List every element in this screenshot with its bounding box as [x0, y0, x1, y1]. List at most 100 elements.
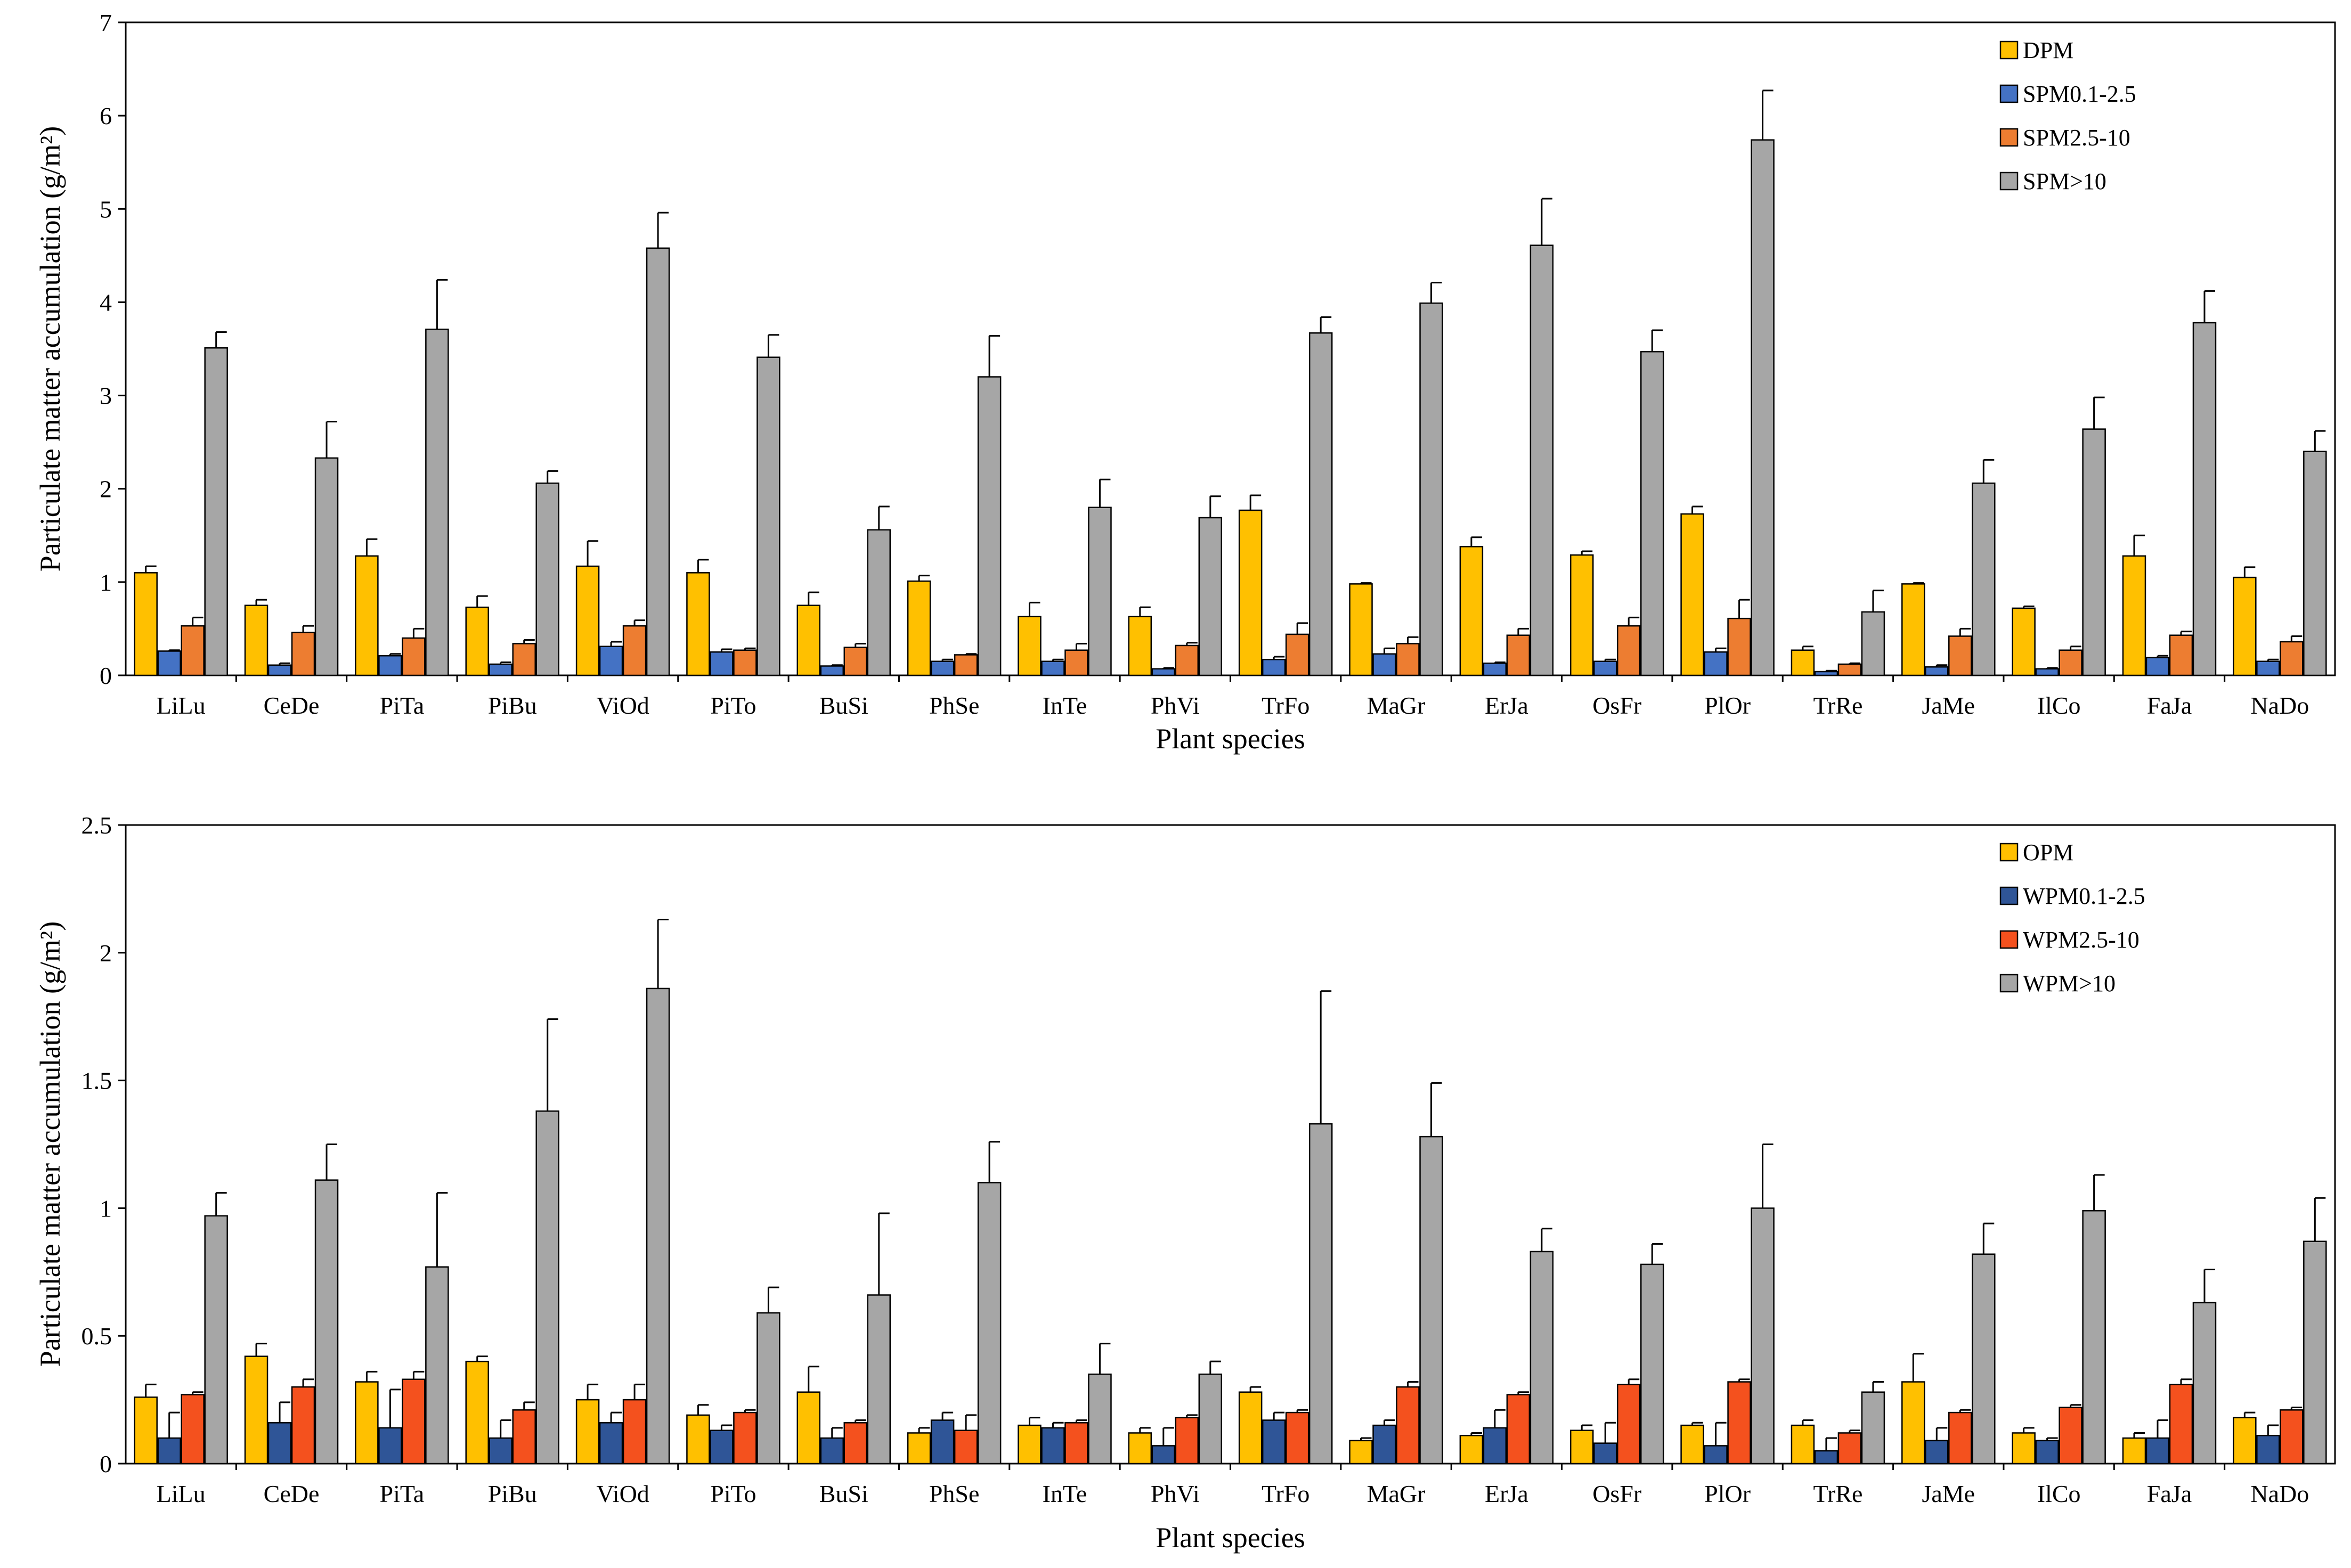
bar-nado-0	[2233, 576, 2257, 676]
bar-phse-1	[930, 1419, 955, 1465]
bar-jame-3	[1972, 482, 1996, 676]
bar-inte-1	[1041, 660, 1065, 676]
x-tick-label: CeDe	[264, 1480, 320, 1507]
y-tick-label: 0.5	[82, 1322, 112, 1350]
bar-erja-2	[1506, 634, 1531, 676]
y-tick-label: 2	[100, 940, 112, 967]
bar-inte-0	[1018, 616, 1042, 676]
bar-pita-1	[378, 1427, 402, 1465]
bar-plor-2	[1727, 617, 1751, 676]
y-tick-label: 6	[100, 102, 112, 129]
bar-ilco-3	[2082, 428, 2106, 676]
y-tick-label: 1.5	[82, 1067, 112, 1095]
bar-ilco-0	[2012, 1432, 2036, 1465]
bar-cede-1	[267, 1422, 292, 1465]
x-tick-label: PlOr	[1704, 692, 1751, 719]
y-tick-label: 0	[100, 1450, 112, 1477]
x-tick-label: ErJa	[1485, 1480, 1528, 1507]
bar-osfr-1	[1593, 1442, 1617, 1465]
bar-jame-1	[1925, 666, 1949, 676]
bar-jame-1	[1925, 1440, 1949, 1465]
bar-magr-0	[1349, 583, 1373, 676]
x-axis-title: Plant species	[1156, 1522, 1305, 1554]
bar-faja-0	[2122, 1437, 2146, 1465]
bar-trre-2	[1837, 1432, 1862, 1465]
bar-busi-1	[820, 1437, 844, 1465]
x-tick-label: PiTo	[710, 692, 756, 719]
bar-plor-0	[1680, 513, 1704, 676]
bar-nado-2	[2280, 1409, 2304, 1465]
bar-pibu-1	[489, 1437, 512, 1465]
bar-trfo-3	[1308, 332, 1333, 676]
bar-faja-3	[2192, 322, 2217, 676]
bar-lilu-2	[181, 1394, 205, 1465]
x-tick-label: ViOd	[596, 1480, 649, 1507]
bar-osfr-1	[1593, 660, 1617, 676]
x-tick-label: PhVi	[1151, 692, 1200, 719]
bar-ilco-1	[2035, 1440, 2059, 1465]
y-tick-label: 4	[100, 289, 112, 316]
legend-swatch	[1999, 84, 2019, 103]
bar-cede-2	[291, 1386, 315, 1465]
legend-label: WPM>10	[2023, 970, 2116, 997]
x-tick-label: CeDe	[264, 692, 320, 719]
bar-nado-2	[2280, 641, 2304, 676]
bar-trfo-3	[1308, 1123, 1333, 1465]
bar-pibu-3	[535, 482, 559, 676]
bar-trfo-2	[1285, 1411, 1309, 1465]
bar-pita-0	[355, 1381, 379, 1465]
x-tick-label: OsFr	[1592, 692, 1641, 719]
bar-viod-2	[622, 625, 647, 676]
bar-trfo-2	[1285, 633, 1309, 676]
bar-cede-3	[314, 457, 339, 676]
bar-pibu-0	[465, 1360, 489, 1465]
bar-phse-0	[907, 580, 931, 676]
bar-pito-1	[710, 651, 734, 676]
x-tick-label: PhSe	[929, 1480, 980, 1507]
bar-lilu-1	[157, 1437, 181, 1465]
x-tick-label: TrRe	[1813, 1480, 1862, 1507]
bar-busi-2	[843, 1422, 868, 1465]
x-tick-label: NaDo	[2250, 1480, 2309, 1507]
bar-trre-0	[1791, 649, 1815, 676]
bar-faja-2	[2169, 634, 2193, 676]
bar-inte-1	[1041, 1427, 1065, 1465]
bar-busi-1	[820, 665, 844, 676]
legend-label: SPM>10	[2023, 168, 2106, 194]
bar-plor-1	[1704, 1445, 1728, 1465]
bar-busi-2	[843, 647, 868, 676]
bar-magr-1	[1372, 1424, 1396, 1465]
x-tick-label: TrRe	[1813, 692, 1862, 719]
x-tick-label: PlOr	[1704, 1480, 1751, 1507]
x-tick-label: PiBu	[488, 1480, 537, 1507]
bar-phse-2	[954, 1430, 978, 1465]
bar-faja-1	[2145, 1437, 2170, 1465]
bar-cede-2	[291, 632, 315, 676]
bar-cede-1	[267, 664, 292, 676]
bar-osfr-0	[1569, 1430, 1594, 1465]
bar-lilu-0	[134, 1396, 158, 1465]
bar-faja-0	[2122, 555, 2146, 676]
bar-faja-1	[2145, 657, 2170, 676]
x-tick-label: BuSi	[819, 692, 868, 719]
x-tick-label: TrFo	[1262, 692, 1309, 719]
bar-trre-1	[1814, 1450, 1839, 1465]
legend-label: SPM0.1-2.5	[2023, 81, 2136, 107]
bar-trfo-0	[1238, 1391, 1263, 1465]
bar-pibu-2	[512, 643, 536, 676]
legend-label: DPM	[2023, 37, 2073, 63]
x-tick-label: MaGr	[1367, 1480, 1426, 1507]
bar-trfo-0	[1238, 509, 1263, 676]
bar-trfo-1	[1262, 658, 1286, 676]
bar-magr-3	[1419, 1136, 1443, 1465]
bar-erja-3	[1530, 1251, 1554, 1465]
plot-area-frame	[125, 824, 2336, 1465]
bar-pito-2	[733, 1411, 757, 1465]
bar-pito-2	[733, 649, 757, 676]
bar-plor-3	[1751, 1207, 1775, 1465]
legend-swatch	[1999, 40, 2019, 60]
legend-label: OPM	[2023, 839, 2073, 865]
bar-cede-0	[244, 1355, 269, 1465]
bar-nado-0	[2233, 1417, 2257, 1465]
bar-pito-0	[686, 1414, 710, 1465]
